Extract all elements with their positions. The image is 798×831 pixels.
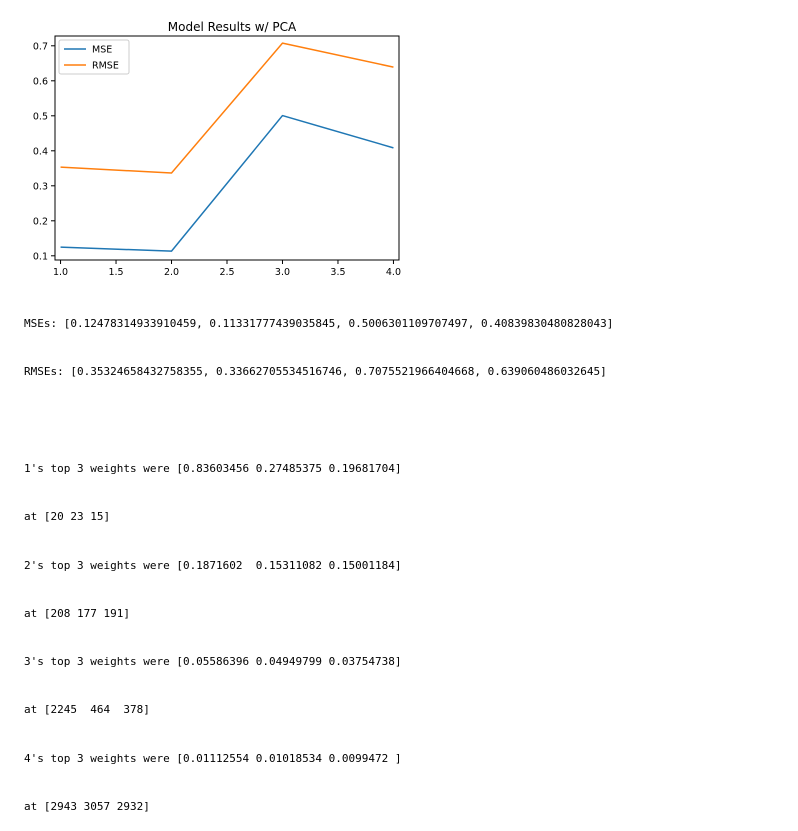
- x-tick-label: 1.0: [53, 267, 68, 278]
- x-tick-label: 3.5: [330, 267, 345, 278]
- y-tick-label: 0.6: [33, 76, 48, 87]
- line-chart: Model Results w/ PCA 1.0 1.5 2.0 2.5 3.0 3.5 4…: [33, 20, 401, 278]
- weights-index-line: at [20 23 15]: [24, 510, 111, 524]
- weights-index-line: at [2245 464 378]: [24, 703, 150, 717]
- mses-output-line: MSEs: [0.12478314933910459, 0.1133177743…: [24, 317, 614, 331]
- x-tick-label: 1.5: [108, 267, 123, 278]
- legend-label-mse: MSE: [92, 45, 112, 56]
- chart-title: Model Results w/ PCA: [168, 20, 297, 34]
- weights-output-line: 1's top 3 weights were [0.83603456 0.274…: [24, 462, 402, 476]
- y-tick-label: 0.2: [33, 216, 48, 227]
- rmses-output-line: RMSEs: [0.35324658432758355, 0.336627055…: [24, 365, 607, 379]
- legend: MSE RMSE: [58, 39, 130, 75]
- x-tick-label: 4.0: [386, 267, 401, 278]
- x-tick-label: 2.0: [164, 267, 179, 278]
- blank-line: [24, 413, 613, 429]
- y-tick-label: 0.5: [33, 111, 48, 122]
- weights-output-line: 4's top 3 weights were [0.01112554 0.010…: [24, 751, 402, 765]
- plot-frame: [54, 35, 400, 261]
- y-tick-label: 0.1: [33, 251, 48, 262]
- weights-output-line: 2's top 3 weights were [0.1871602 0.1531…: [24, 558, 402, 572]
- series-line-mse: [60, 114, 394, 252]
- y-tick-label: 0.4: [33, 146, 48, 157]
- y-tick-label: 0.7: [33, 41, 48, 52]
- x-tick-label: 2.5: [219, 267, 234, 278]
- x-tick-label: 3.0: [275, 267, 290, 278]
- console-output: MSEs: [0.12478314933910459, 0.1133177743…: [24, 284, 613, 831]
- weights-index-line: at [2943 3057 2932]: [24, 800, 150, 813]
- series-lines: [60, 42, 394, 252]
- series-line-rmse: [60, 42, 394, 174]
- axis-ticks: 1.0 1.5 2.0 2.5 3.0 3.5 4.0 0.1 0.2 0.3 0.4 0.5 0.6 0…: [33, 41, 401, 278]
- legend-label-rmse: RMSE: [92, 61, 119, 72]
- weights-index-line: at [208 177 191]: [24, 606, 130, 620]
- weights-output-line: 3's top 3 weights were [0.05586396 0.049…: [24, 655, 402, 669]
- y-tick-label: 0.3: [33, 181, 48, 192]
